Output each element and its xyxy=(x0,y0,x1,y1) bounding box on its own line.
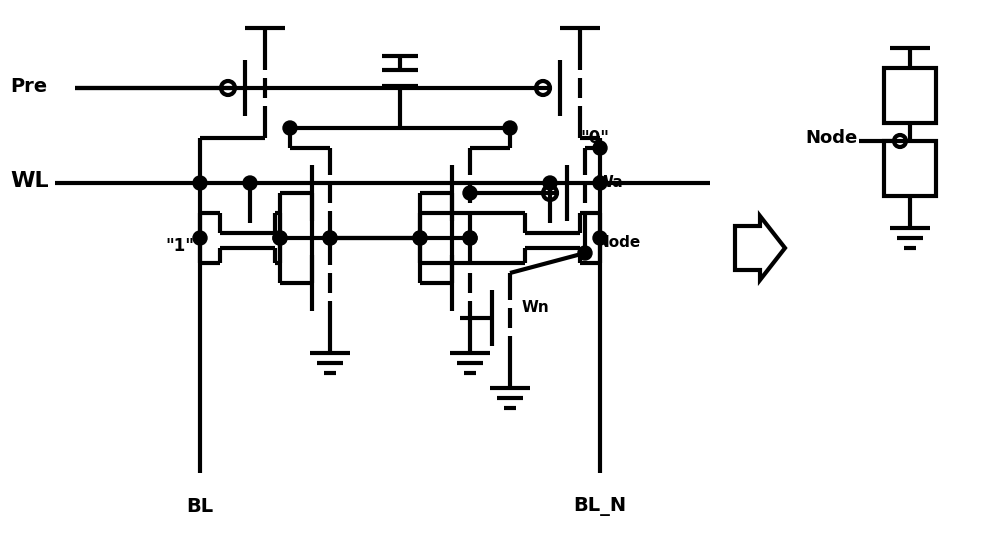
Polygon shape xyxy=(735,216,785,280)
Text: WL: WL xyxy=(10,171,49,191)
Text: BL: BL xyxy=(186,497,214,515)
Circle shape xyxy=(593,141,607,155)
Circle shape xyxy=(323,231,337,245)
Text: Wa: Wa xyxy=(597,175,624,190)
Circle shape xyxy=(273,231,287,245)
Circle shape xyxy=(413,231,427,245)
Circle shape xyxy=(193,176,207,190)
Circle shape xyxy=(463,231,477,245)
Circle shape xyxy=(463,186,477,200)
Circle shape xyxy=(578,246,592,260)
Circle shape xyxy=(283,121,297,135)
Text: BL_N: BL_N xyxy=(573,497,627,515)
Circle shape xyxy=(323,231,337,245)
Text: Node: Node xyxy=(805,129,857,147)
Circle shape xyxy=(593,231,607,245)
Bar xyxy=(884,68,936,123)
Bar xyxy=(884,141,936,196)
Text: Wn: Wn xyxy=(522,301,550,315)
Circle shape xyxy=(593,176,607,190)
Circle shape xyxy=(463,231,477,245)
Text: Node: Node xyxy=(597,236,641,251)
Text: "1": "1" xyxy=(166,237,194,255)
Circle shape xyxy=(503,121,517,135)
Text: Pre: Pre xyxy=(10,76,47,96)
Text: "0": "0" xyxy=(580,129,609,147)
Circle shape xyxy=(243,176,257,190)
Circle shape xyxy=(273,231,287,245)
Circle shape xyxy=(193,231,207,245)
Circle shape xyxy=(543,176,557,190)
Circle shape xyxy=(413,231,427,245)
